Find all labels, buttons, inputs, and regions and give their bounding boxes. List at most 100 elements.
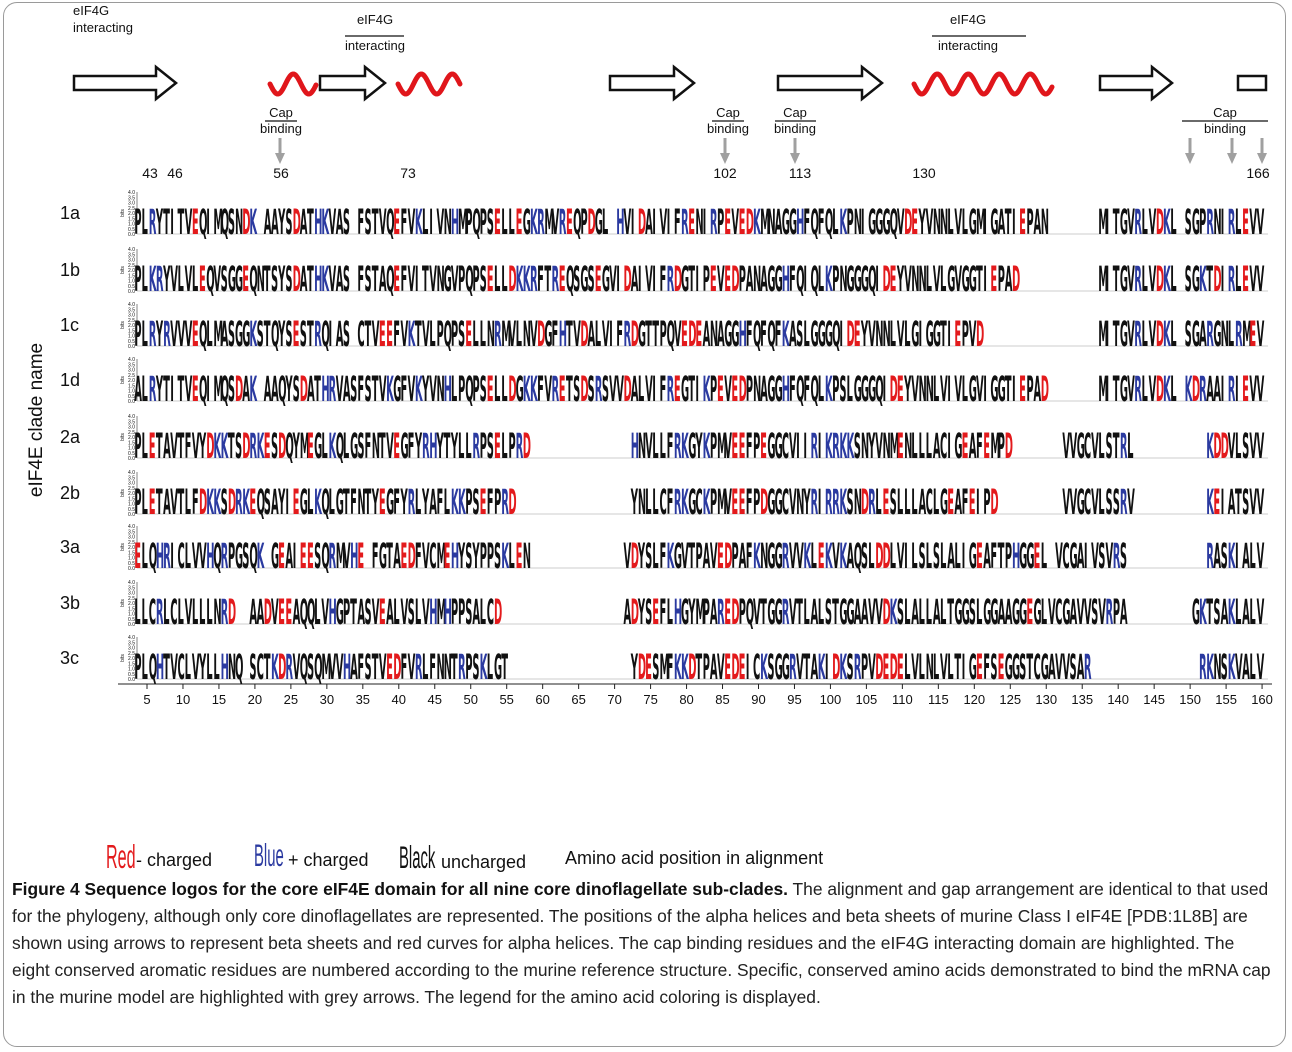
page: {"annotations": { "eif4g": [{"line1": "e… bbox=[0, 0, 1292, 1052]
x-tick-label: 25 bbox=[284, 692, 298, 707]
x-tick-label: 75 bbox=[643, 692, 657, 707]
residue-number: 46 bbox=[167, 165, 183, 181]
cap-label: Cap bbox=[1213, 105, 1237, 120]
eif4g-label: eIF4G bbox=[357, 12, 393, 27]
legend-label: uncharged bbox=[441, 852, 526, 872]
logo-sequence: PLQHTVCLVYLLHNQ SCTKDRVQSQMVVHAFSTVEDFVR… bbox=[113, 648, 1265, 687]
beta-sheet-arrow bbox=[610, 67, 694, 99]
x-tick-label: 50 bbox=[463, 692, 477, 707]
logo-sequence: PLETAVTLFDKKSDRKEQSAYIEGLKQLGTFNTYEGFYRL… bbox=[113, 483, 1265, 522]
x-tick-label: 105 bbox=[856, 692, 878, 707]
x-tick-label: 145 bbox=[1143, 692, 1165, 707]
bits-tick-label: 3.5 bbox=[128, 475, 135, 481]
row-label: 2b bbox=[60, 483, 80, 503]
x-tick-label: 30 bbox=[320, 692, 334, 707]
residue-number: 130 bbox=[912, 165, 936, 181]
row-label: 3a bbox=[60, 537, 81, 557]
x-tick-label: 45 bbox=[428, 692, 442, 707]
x-tick-label: 100 bbox=[820, 692, 842, 707]
x-tick-label: 35 bbox=[356, 692, 370, 707]
alpha-helix bbox=[398, 74, 460, 94]
bits-tick-label: 3.5 bbox=[128, 419, 135, 425]
logo-sequence: PLKRYVLVLEQVSGGEQNTSYSDATHKVAS FSTAQEFVI… bbox=[113, 260, 1265, 299]
beta-sheet-arrow bbox=[74, 67, 176, 99]
x-tick-label: 155 bbox=[1215, 692, 1237, 707]
caption-title: Figure 4 Sequence logos for the core eIF… bbox=[12, 879, 788, 899]
legend-swatch: Blue bbox=[254, 839, 284, 872]
x-tick-label: 115 bbox=[928, 692, 949, 707]
bits-tick-label: 4.0 bbox=[128, 580, 135, 586]
x-tick-label: 110 bbox=[892, 692, 913, 707]
legend-label: + charged bbox=[288, 850, 369, 870]
x-tick-label: 70 bbox=[607, 692, 621, 707]
cap-arrow-head bbox=[1227, 153, 1237, 164]
x-tick-label: 15 bbox=[212, 692, 226, 707]
x-tick-label: 40 bbox=[392, 692, 406, 707]
eif4g-label: interacting bbox=[73, 20, 133, 35]
bits-tick-label: 3.5 bbox=[128, 307, 135, 313]
row-label: 1c bbox=[60, 315, 79, 335]
cap-arrow-head bbox=[1185, 153, 1195, 164]
eif4g-label: eIF4G bbox=[950, 12, 986, 27]
cap-label: binding bbox=[1204, 121, 1246, 136]
legend-swatch: Black bbox=[399, 841, 436, 872]
eif4g-label: interacting bbox=[938, 38, 998, 53]
eif4g-label: eIF4G bbox=[73, 3, 109, 18]
bits-tick-label: 4.0 bbox=[128, 524, 135, 530]
bits-tick-label: 3.5 bbox=[128, 362, 135, 368]
eif4g-label: interacting bbox=[345, 38, 405, 53]
logo-sequence: PLETAVTFVYDKKTSDRKESDQYMEGLKQLGSFNTVEGFY… bbox=[113, 427, 1265, 466]
residue-number: 56 bbox=[273, 165, 289, 181]
x-tick-label: 10 bbox=[176, 692, 190, 707]
bits-tick-label: 3.5 bbox=[128, 252, 135, 258]
x-tick-label: 85 bbox=[715, 692, 729, 707]
x-tick-label: 125 bbox=[999, 692, 1021, 707]
residue-number: 113 bbox=[789, 165, 812, 181]
logo-sequence: LLCRLCLVLLLNRD AADVEEAQQLVHGPTASVEALVSLV… bbox=[113, 593, 1265, 632]
bits-tick-label: 3.5 bbox=[128, 529, 135, 535]
x-tick-label: 5 bbox=[143, 692, 150, 707]
residue-number: 166 bbox=[1246, 165, 1270, 181]
y-axis-title: eIF4E clade name bbox=[26, 343, 47, 497]
x-tick-label: 135 bbox=[1071, 692, 1093, 707]
legend-label: - charged bbox=[136, 850, 212, 870]
x-tick-label: 150 bbox=[1179, 692, 1201, 707]
x-axis-title: Amino acid position in alignment bbox=[565, 848, 823, 868]
residue-number: 73 bbox=[400, 165, 416, 181]
cap-arrow-head bbox=[790, 153, 800, 164]
bits-tick-label: 4.0 bbox=[128, 247, 135, 253]
x-tick-label: 130 bbox=[1035, 692, 1057, 707]
x-tick-label: 65 bbox=[571, 692, 585, 707]
cap-label: Cap bbox=[269, 105, 293, 120]
legend-swatch: Red bbox=[106, 837, 136, 872]
residue-number: 102 bbox=[713, 165, 737, 181]
bits-tick-label: 4.0 bbox=[128, 414, 135, 420]
beta-sheet-arrow bbox=[320, 67, 385, 99]
bits-tick-label: 4.0 bbox=[128, 470, 135, 476]
x-tick-label: 140 bbox=[1107, 692, 1129, 707]
residue-number: 43 bbox=[142, 165, 158, 181]
cap-label: Cap bbox=[783, 105, 807, 120]
beta-sheet-arrow bbox=[778, 67, 882, 99]
bits-tick-label: 3.5 bbox=[128, 195, 135, 201]
row-label: 3b bbox=[60, 593, 80, 613]
alpha-helix bbox=[270, 74, 316, 94]
x-tick-label: 80 bbox=[679, 692, 693, 707]
row-label: 1b bbox=[60, 260, 80, 280]
figure: eIF4G interacting eIF4G interacting eIF4… bbox=[0, 0, 1292, 872]
beta-sheet-arrow bbox=[1100, 67, 1172, 99]
x-tick-label: 160 bbox=[1251, 692, 1273, 707]
beta-sheet-box bbox=[1238, 76, 1266, 90]
cap-arrow-head bbox=[275, 153, 285, 164]
cap-arrow-head bbox=[1257, 153, 1267, 164]
x-tick-label: 60 bbox=[535, 692, 549, 707]
bits-tick-label: 4.0 bbox=[128, 357, 135, 363]
row-label: 1d bbox=[60, 370, 80, 390]
cap-label: binding bbox=[260, 121, 302, 136]
row-label: 1a bbox=[60, 203, 81, 223]
x-tick-label: 20 bbox=[248, 692, 262, 707]
bits-tick-label: 4.0 bbox=[128, 635, 135, 641]
row-label: 2a bbox=[60, 427, 81, 447]
